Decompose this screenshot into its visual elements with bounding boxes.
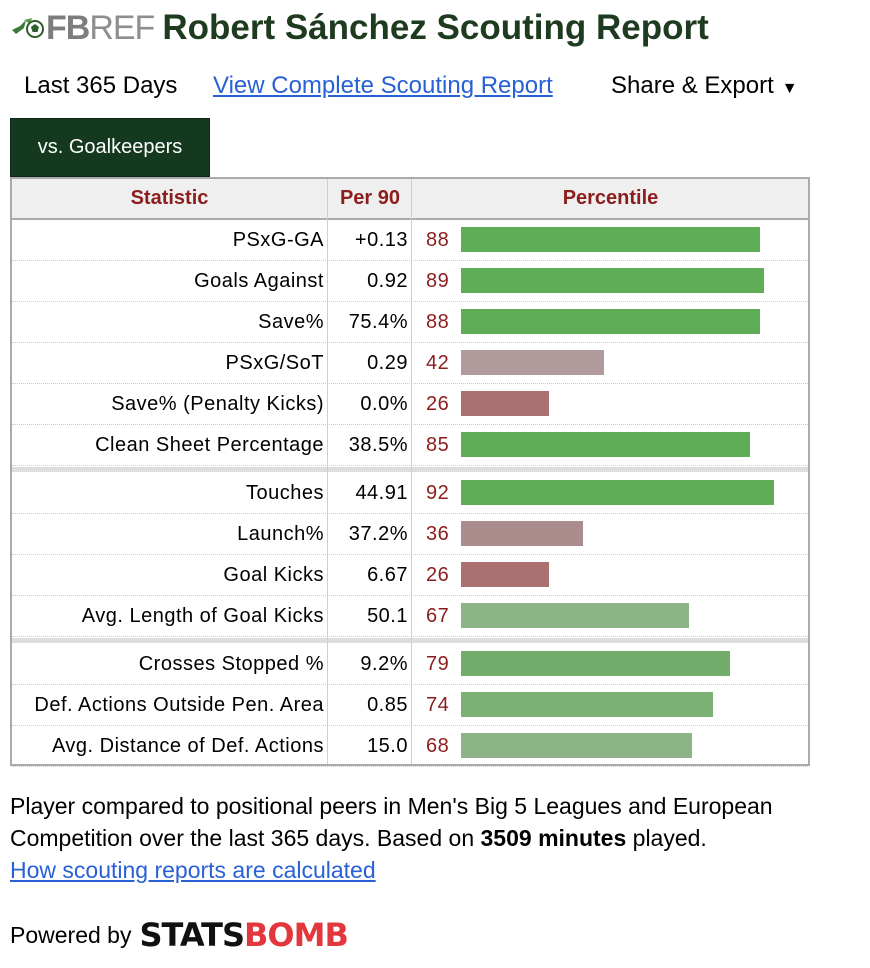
per90-value: 0.85	[367, 694, 408, 716]
stat-name[interactable]: Clean Sheet Percentage	[95, 434, 324, 456]
fbref-logo[interactable]: FB REF	[10, 6, 162, 50]
percentile-bar	[461, 562, 549, 587]
stat-name[interactable]: Avg. Length of Goal Kicks	[81, 605, 324, 627]
percentile-bar	[461, 391, 549, 416]
table-row: Goal Kicks 6.67 26	[12, 555, 808, 596]
column-header-per90[interactable]: Per 90	[339, 187, 401, 209]
percentile-bar	[461, 692, 713, 717]
percentile-value: 85	[426, 434, 450, 456]
per90-value: 0.29	[367, 352, 408, 374]
per90-value: 44.91	[355, 482, 408, 504]
column-divider	[327, 179, 328, 764]
percentile-bar	[461, 733, 692, 758]
footnote-text: Player compared to positional peers in M…	[10, 790, 860, 854]
share-export-label: Share & Export	[611, 72, 774, 99]
page-header: FB REF Robert Sánchez Scouting Report	[10, 6, 709, 50]
percentile-value: 68	[426, 735, 450, 757]
percentile-value: 26	[426, 564, 450, 586]
logo-fb-text: FB	[46, 9, 90, 47]
powered-by: Powered by STATS BOMB	[10, 915, 349, 955]
percentile-value: 67	[426, 605, 450, 627]
per90-value: 75.4%	[348, 311, 408, 333]
statsbomb-logo[interactable]: STATS BOMB	[139, 916, 349, 954]
table-row: Crosses Stopped % 9.2% 79	[12, 644, 808, 685]
column-header-statistic[interactable]: Statistic	[130, 187, 209, 209]
group-separator	[12, 638, 808, 643]
table-row: Launch% 37.2% 36	[12, 514, 808, 555]
percentile-value: 92	[426, 482, 450, 504]
table-row: Clean Sheet Percentage 38.5% 85	[12, 425, 808, 466]
stat-name[interactable]: Def. Actions Outside Pen. Area	[34, 694, 324, 716]
percentile-value: 88	[426, 311, 450, 333]
stat-name[interactable]: PSxG-GA	[232, 229, 324, 251]
per90-value: 50.1	[367, 605, 408, 627]
percentile-value: 88	[426, 229, 450, 251]
statsbomb-stats-text: STATS	[139, 916, 245, 954]
per90-value: 15.0	[367, 735, 408, 757]
per90-value: 6.67	[367, 564, 408, 586]
per90-value: +0.13	[354, 229, 408, 251]
percentile-value: 89	[426, 270, 450, 292]
table-row: Avg. Distance of Def. Actions 15.0 68	[12, 726, 808, 767]
per90-value: 37.2%	[348, 523, 408, 545]
percentile-bar	[461, 480, 774, 505]
stat-name[interactable]: Save% (Penalty Kicks)	[111, 393, 324, 415]
report-subnav: Last 365 Days View Complete Scouting Rep…	[24, 70, 798, 102]
footnote-intro: Player compared to positional peers in M…	[10, 793, 773, 851]
percentile-value: 26	[426, 393, 450, 415]
stat-name[interactable]: Avg. Distance of Def. Actions	[51, 735, 324, 757]
stat-name[interactable]: Crosses Stopped %	[138, 653, 324, 675]
table-row: Avg. Length of Goal Kicks 50.1 67	[12, 596, 808, 637]
per90-value: 0.92	[367, 270, 408, 292]
stat-name[interactable]: PSxG/SoT	[225, 352, 324, 374]
table-row: PSxG/SoT 0.29 42	[12, 343, 808, 384]
statsbomb-bomb-text: BOMB	[244, 916, 349, 954]
page-title: Robert Sánchez Scouting Report	[162, 8, 709, 47]
logo-ref-text: REF	[89, 9, 155, 47]
per90-value: 38.5%	[348, 434, 408, 456]
calculation-info-link[interactable]: How scouting reports are calculated	[10, 857, 376, 883]
column-header-percentile[interactable]: Percentile	[562, 187, 659, 209]
percentile-bar	[461, 603, 689, 628]
table-row: Def. Actions Outside Pen. Area 0.85 74	[12, 685, 808, 726]
table-row: PSxG-GA +0.13 88	[12, 220, 808, 261]
table-header: Statistic Per 90 Percentile	[12, 179, 808, 220]
stat-name[interactable]: Save%	[258, 311, 324, 333]
group-separator	[12, 467, 808, 472]
table-row: Save% (Penalty Kicks) 0.0% 26	[12, 384, 808, 425]
percentile-value: 74	[426, 694, 450, 716]
stat-name[interactable]: Goal Kicks	[223, 564, 324, 586]
percentile-value: 79	[426, 653, 450, 675]
stat-name[interactable]: Launch%	[237, 523, 324, 545]
per90-value: 0.0%	[360, 393, 408, 415]
column-divider	[411, 179, 412, 764]
table-row: Save% 75.4% 88	[12, 302, 808, 343]
powered-by-label: Powered by	[10, 921, 132, 948]
percentile-value: 36	[426, 523, 450, 545]
percentile-bar	[461, 309, 760, 334]
stat-name[interactable]: Touches	[246, 482, 324, 504]
period-label: Last 365 Days	[24, 72, 178, 99]
percentile-bar	[461, 350, 604, 375]
percentile-bar	[461, 521, 583, 546]
percentile-bar	[461, 268, 764, 293]
minutes-played: 3509 minutes	[480, 825, 627, 851]
scouting-table: Statistic Per 90 Percentile PSxG-GA +0.13…	[10, 177, 810, 767]
percentile-bar	[461, 651, 730, 676]
soccer-ball-icon	[10, 16, 44, 40]
tab-vs-goalkeepers[interactable]: vs. Goalkeepers	[10, 118, 210, 177]
footnote-outro: played.	[626, 825, 707, 851]
percentile-bar	[461, 227, 760, 252]
share-export-menu[interactable]: Share & Export ▼	[611, 72, 798, 100]
table-row: Goals Against 0.92 89	[12, 261, 808, 302]
dropdown-caret-icon: ▼	[781, 80, 798, 97]
table-row: Touches 44.91 92	[12, 473, 808, 514]
percentile-bar	[461, 432, 750, 457]
percentile-value: 42	[426, 352, 450, 374]
stat-name[interactable]: Goals Against	[194, 270, 324, 292]
complete-report-link[interactable]: View Complete Scouting Report	[213, 72, 553, 99]
per90-value: 9.2%	[360, 653, 408, 675]
